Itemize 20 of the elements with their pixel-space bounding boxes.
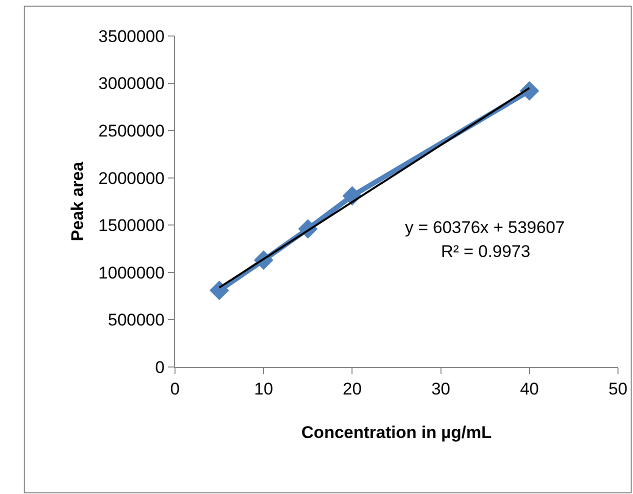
x-tick-label: 20 xyxy=(342,379,362,398)
y-tick-label: 3500000 xyxy=(98,26,165,46)
x-tick-label: 50 xyxy=(608,379,628,398)
x-tick-label: 30 xyxy=(431,379,450,398)
y-tick-label: 1500000 xyxy=(98,216,165,236)
y-tick-label: 1000000 xyxy=(98,263,165,282)
y-tick-label: 2500000 xyxy=(98,122,165,141)
x-tick-label: 40 xyxy=(520,379,539,398)
annotation: R² = 0.9973 xyxy=(441,242,530,261)
annotation: y = 60376x + 539607 xyxy=(405,218,565,237)
y-tick-label: 2000000 xyxy=(98,168,165,188)
y-axis-title: Peak area xyxy=(68,161,87,242)
x-axis-title: Concentration in µg/mL xyxy=(301,422,492,442)
x-tick-label: 0 xyxy=(170,379,180,398)
y-tick-label: 3000000 xyxy=(98,74,165,94)
y-tick-label: 500000 xyxy=(108,310,165,330)
point xyxy=(520,81,540,101)
x-tick-label: 10 xyxy=(254,379,274,398)
y-tick-label: 0 xyxy=(155,358,165,377)
point xyxy=(210,280,230,300)
